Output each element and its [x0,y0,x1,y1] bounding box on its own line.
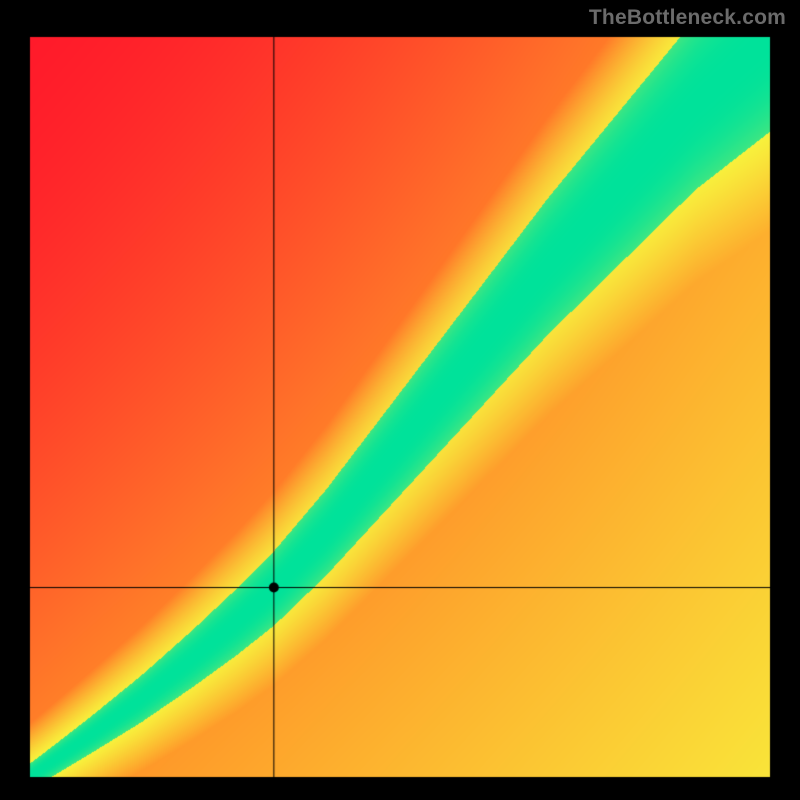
bottleneck-heatmap [0,0,800,800]
chart-container: TheBottleneck.com [0,0,800,800]
watermark-text: TheBottleneck.com [589,6,786,30]
